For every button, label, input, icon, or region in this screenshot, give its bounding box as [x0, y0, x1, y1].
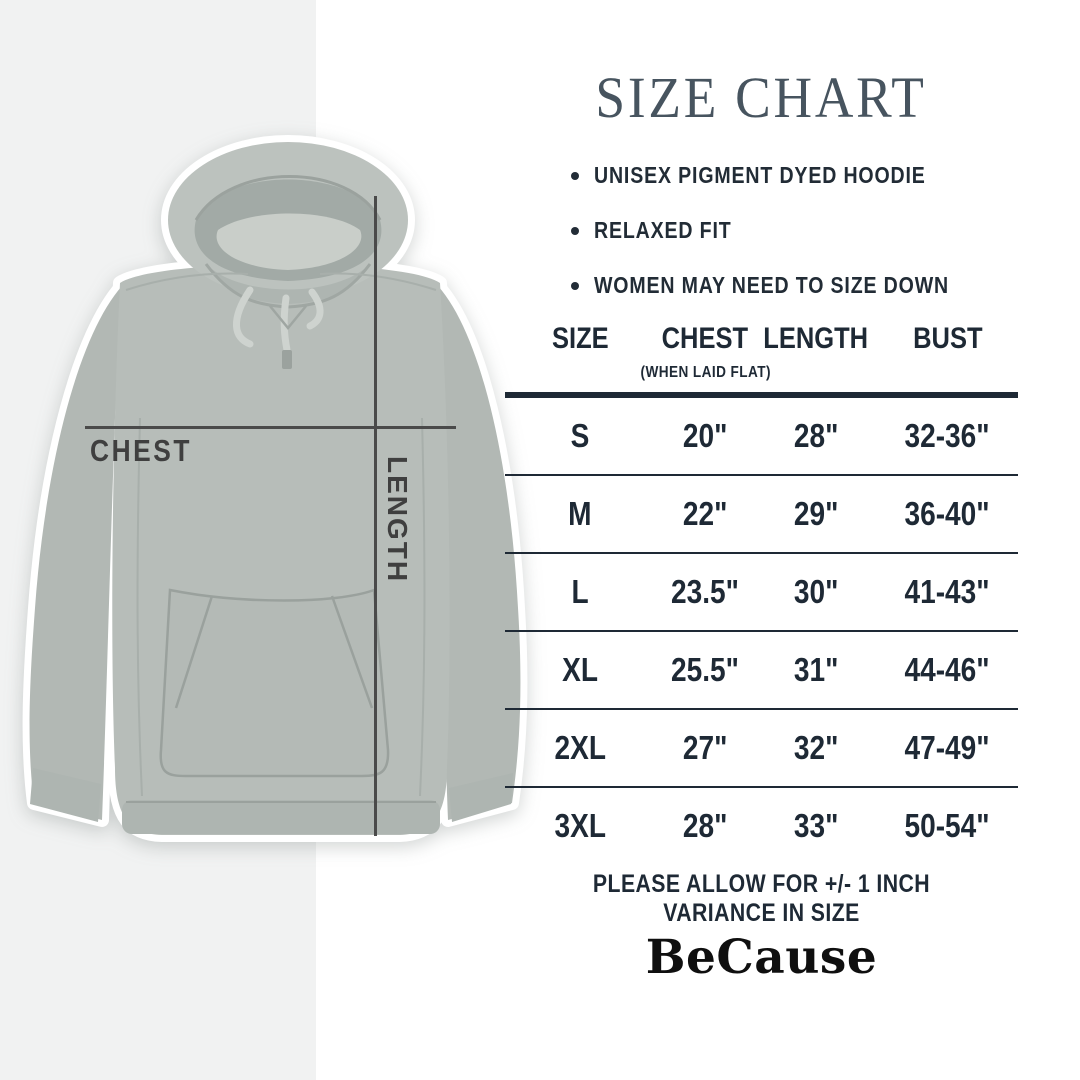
brand-logo: BeCause — [645, 930, 878, 985]
cell-length: 33" — [793, 807, 839, 844]
cell-chest: 20" — [682, 417, 728, 454]
chest-measurement-label: CHEST — [90, 433, 210, 469]
list-item-text: RELAXED FIT — [594, 217, 732, 243]
variance-note-text: PLEASE ALLOW FOR +/- 1 INCH VARIANCE IN … — [592, 870, 931, 927]
list-item: UNISEX PIGMENT DYED HOODIE — [505, 148, 1018, 203]
bullet-icon — [571, 281, 579, 290]
cell-bust: 36-40" — [904, 495, 991, 532]
column-header-chest: CHEST — [661, 322, 749, 355]
feature-list: UNISEX PIGMENT DYED HOODIE RELAXED FIT W… — [505, 148, 1018, 313]
chest-measurement-label-text: CHEST — [90, 433, 193, 468]
column-header-bust: BUST — [912, 322, 983, 355]
page-title-text: SIZE CHART — [595, 65, 928, 130]
table-row: XL 25.5" 31" 44-46" — [505, 632, 1018, 710]
table-row: 3XL 28" 33" 50-54" — [505, 788, 1018, 864]
cell-chest: 25.5" — [671, 651, 739, 688]
cell-size: XL — [562, 651, 598, 688]
cell-chest: 23.5" — [671, 573, 739, 610]
hoodie-illustration — [22, 135, 528, 842]
table-row: S 20" 28" 32-36" — [505, 398, 1018, 476]
page-title: SIZE CHART — [505, 64, 1018, 131]
cell-length: 28" — [793, 417, 839, 454]
cell-size: M — [568, 495, 592, 532]
table-row: 2XL 27" 32" 47-49" — [505, 710, 1018, 788]
cell-size: 3XL — [554, 807, 606, 844]
cell-length: 32" — [793, 729, 839, 766]
cell-bust: 47-49" — [904, 729, 991, 766]
variance-note: PLEASE ALLOW FOR +/- 1 INCH VARIANCE IN … — [505, 870, 1018, 928]
list-item-text: WOMEN MAY NEED TO SIZE DOWN — [594, 272, 949, 298]
table-row: M 22" 29" 36-40" — [505, 476, 1018, 554]
cell-chest: 22" — [682, 495, 728, 532]
table-row: L 23.5" 30" 41-43" — [505, 554, 1018, 632]
length-measurement-line — [374, 196, 377, 836]
list-item: RELAXED FIT — [505, 203, 1018, 258]
chest-measurement-line — [85, 426, 456, 429]
list-item-text: UNISEX PIGMENT DYED HOODIE — [594, 162, 926, 188]
info-column: SIZE CHART UNISEX PIGMENT DYED HOODIE RE… — [505, 0, 1018, 1080]
cell-size: S — [570, 417, 590, 454]
cell-size: 2XL — [554, 729, 606, 766]
cell-chest: 28" — [682, 807, 728, 844]
cell-length: 30" — [793, 573, 839, 610]
cell-bust: 50-54" — [904, 807, 991, 844]
length-measurement-label: LENGTH — [382, 456, 413, 584]
size-table-header: SIZE CHEST LENGTH BUST (WHEN LAID FLAT) — [505, 310, 1018, 398]
bullet-icon — [571, 226, 579, 235]
hoodie-product-photo — [0, 128, 532, 878]
cell-bust: 41-43" — [904, 573, 991, 610]
cell-bust: 32-36" — [904, 417, 991, 454]
hoodie-details — [30, 175, 513, 834]
cell-chest: 27" — [682, 729, 728, 766]
column-header-length: LENGTH — [763, 322, 869, 355]
bullet-icon — [571, 171, 579, 180]
list-item: WOMEN MAY NEED TO SIZE DOWN — [505, 258, 1018, 313]
cell-length: 29" — [793, 495, 839, 532]
size-table: SIZE CHEST LENGTH BUST (WHEN LAID FLAT) … — [505, 310, 1018, 864]
chest-column-note: (WHEN LAID FLAT) — [640, 364, 771, 381]
cell-size: L — [571, 573, 589, 610]
cell-bust: 44-46" — [904, 651, 991, 688]
cell-length: 31" — [793, 651, 839, 688]
column-header-size: SIZE — [551, 322, 609, 355]
